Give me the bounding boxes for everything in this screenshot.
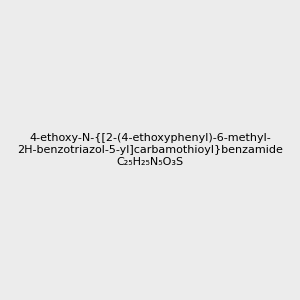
Text: 4-ethoxy-N-{[2-(4-ethoxyphenyl)-6-methyl-
2H-benzotriazol-5-yl]carbamothioyl}ben: 4-ethoxy-N-{[2-(4-ethoxyphenyl)-6-methyl… [17, 134, 283, 166]
